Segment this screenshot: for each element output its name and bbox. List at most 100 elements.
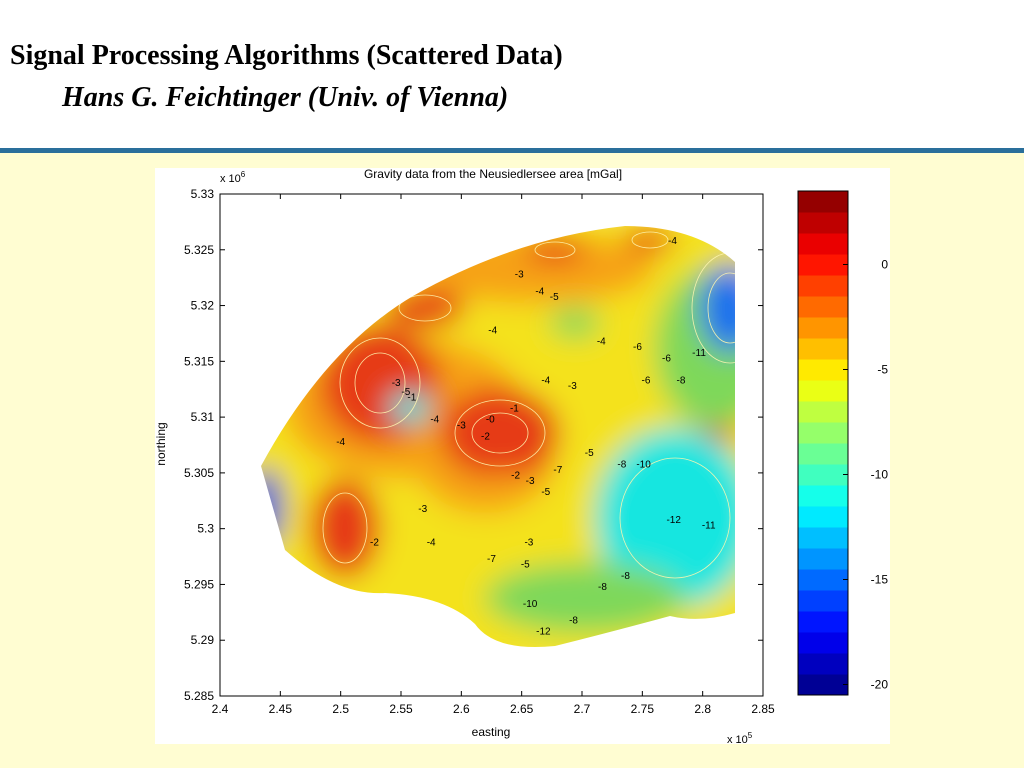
- contour-value-label: -6: [642, 376, 651, 387]
- contour-labels: -3-4-5-4-4-4-6-6-11-6 -8-3-5-1-4-3-4-4-3-…: [336, 236, 716, 637]
- contour-value-label: -4: [336, 437, 345, 448]
- colorbar-step: [798, 191, 848, 213]
- contour-8: [619, 457, 731, 579]
- colorbar-step: [798, 611, 848, 633]
- contour-value-label: -6: [662, 353, 671, 364]
- y-tick-label: 5.3: [197, 522, 214, 536]
- contour-value-label: -5: [585, 448, 594, 459]
- colorbar-step: [798, 254, 848, 276]
- contour-value-label: -5: [541, 487, 550, 498]
- contour-value-label: -3: [568, 381, 577, 392]
- header-divider: [0, 148, 1024, 153]
- colorbar-tick-label: -5: [877, 363, 888, 377]
- contour-value-label: -3: [515, 270, 524, 281]
- y-multiplier: x 106: [220, 170, 246, 185]
- contour-value-label: -2: [481, 431, 490, 442]
- colorbar-step: [798, 632, 848, 654]
- contour-value-label: -4: [535, 286, 544, 297]
- field-orange-s: [480, 473, 530, 503]
- field-blue-ne: [700, 263, 735, 353]
- contour-value-label: -4: [430, 415, 439, 426]
- colorbar-step: [798, 443, 848, 465]
- colorbar-steps: [798, 191, 848, 696]
- colorbar-step: [798, 674, 848, 696]
- contour-value-label: -8: [569, 615, 578, 626]
- colorbar-step: [798, 422, 848, 444]
- x-tick-label: 2.55: [389, 702, 413, 716]
- x-axis-ticks: 2.4 2.45 2.5 2.55 2.6 2.65 2.7 2.75 2.8 2.85: [212, 194, 775, 716]
- field-cyan-se: [595, 428, 735, 608]
- colorbar-tick-label: -10: [871, 468, 889, 482]
- y-tick-label: 5.305: [184, 466, 214, 480]
- contour-value-label: -8: [621, 571, 630, 582]
- contour-9: [398, 294, 452, 322]
- x-tick-label: 2.6: [453, 702, 470, 716]
- contour-value-label: -2: [370, 537, 379, 548]
- colorbar-step: [798, 233, 848, 255]
- contour-6: [707, 272, 735, 344]
- y-tick-label: 5.325: [184, 243, 214, 257]
- y-tick-label: 5.33: [191, 187, 215, 201]
- contour-value-label: -7: [487, 554, 496, 565]
- y-tick-label: 5.32: [191, 299, 215, 313]
- field-red-n2: [525, 238, 585, 262]
- x-tick-label: 2.85: [751, 702, 775, 716]
- x-tick-label: 2.65: [510, 702, 534, 716]
- contour-value-label: -4: [541, 376, 550, 387]
- contour-4: [471, 412, 529, 454]
- colorbar-step: [798, 359, 848, 381]
- contour-value-label: -3: [457, 420, 466, 431]
- colorbar-ticks: 0 -5 -10 -15 -20: [843, 258, 888, 692]
- y-tick-label: 5.295: [184, 577, 214, 591]
- contour-value-label: -4: [488, 325, 497, 336]
- colorbar-step: [798, 401, 848, 423]
- contour-value-label: -11: [702, 521, 716, 532]
- y-tick-label: 5.29: [191, 633, 215, 647]
- contour-value-label: -8: [676, 376, 685, 387]
- gravity-field: [261, 226, 735, 648]
- contour-value-label: -3: [524, 537, 533, 548]
- colorbar-step: [798, 506, 848, 528]
- contour-1: [339, 337, 421, 429]
- colorbar-step: [798, 212, 848, 234]
- field-green-n: [550, 308, 600, 338]
- colorbar-step: [798, 464, 848, 486]
- contour-value-label: -12: [666, 515, 681, 526]
- colorbar-tick-label: 0: [881, 258, 888, 272]
- contour-value-label: -3: [418, 504, 427, 515]
- contour-2: [354, 352, 406, 414]
- x-tick-label: 2.7: [574, 702, 591, 716]
- colorbar-step: [798, 485, 848, 507]
- contour-value-label: -5: [401, 387, 410, 398]
- y-tick-label: 5.285: [184, 689, 214, 703]
- colorbar-step: [798, 569, 848, 591]
- contour-value-label: -12: [536, 627, 551, 638]
- colorbar-step: [798, 380, 848, 402]
- y-axis-label: northing: [155, 422, 168, 465]
- colorbar-step: [798, 275, 848, 297]
- chart-svg: Gravity data from the Neusiedlersee area…: [154, 167, 888, 746]
- y-axis-ticks: 5.285 5.29 5.295 5.3 5.305 5.31 5.315 5.32 5.325…: [184, 187, 763, 703]
- field-red-sw: [310, 478, 380, 578]
- colorbar-tick-label: -20: [871, 678, 889, 692]
- y-tick-label: 5.315: [184, 354, 214, 368]
- slide-title: Signal Processing Algorithms (Scattered …: [10, 40, 563, 71]
- contour-value-label: -7: [553, 465, 562, 476]
- y-tick-label: 5.31: [191, 410, 215, 424]
- contour-value-label: -5: [521, 560, 530, 571]
- contour-11: [631, 231, 669, 249]
- contour-value-label: -11: [692, 348, 706, 359]
- contour-value-label: -3: [392, 378, 401, 389]
- colorbar-frame: [797, 190, 849, 696]
- chart-title: Gravity data from the Neusiedlersee area…: [364, 168, 622, 181]
- contour-value-label: -4: [597, 337, 606, 348]
- x-axis-label: easting: [472, 725, 511, 739]
- colorbar-step: [798, 590, 848, 612]
- contour-value-label: -5: [550, 292, 559, 303]
- chart-figure: Gravity data from the Neusiedlersee area…: [154, 167, 890, 746]
- x-tick-label: 2.75: [631, 702, 655, 716]
- colorbar-step: [798, 296, 848, 318]
- x-tick-label: 2.4: [212, 702, 229, 716]
- contour-value-label: -2: [511, 470, 520, 481]
- contour-value-label: -4: [427, 537, 436, 548]
